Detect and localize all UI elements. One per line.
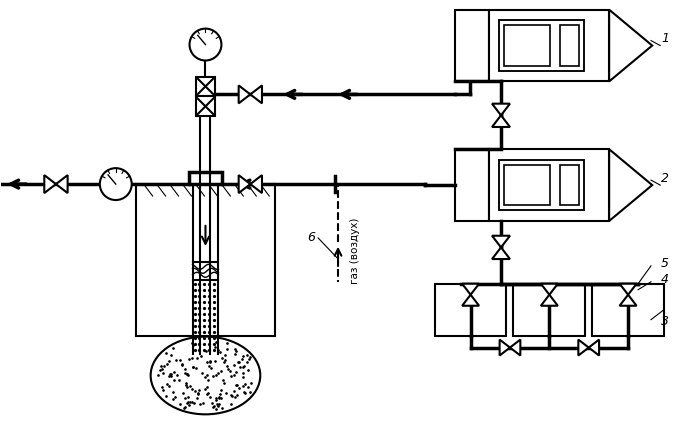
Polygon shape bbox=[238, 86, 250, 104]
Text: 6: 6 bbox=[307, 231, 315, 245]
Polygon shape bbox=[589, 340, 599, 356]
Polygon shape bbox=[578, 340, 589, 356]
Polygon shape bbox=[250, 86, 262, 104]
Polygon shape bbox=[44, 175, 56, 193]
Bar bbox=[435, 284, 507, 336]
Polygon shape bbox=[462, 295, 479, 306]
Text: 4: 4 bbox=[661, 273, 669, 286]
Polygon shape bbox=[238, 175, 250, 193]
Polygon shape bbox=[462, 284, 479, 295]
Polygon shape bbox=[510, 340, 520, 356]
Bar bbox=[454, 10, 489, 81]
Polygon shape bbox=[492, 104, 510, 115]
Bar bbox=[560, 26, 579, 66]
Polygon shape bbox=[250, 175, 262, 193]
Text: 1: 1 bbox=[661, 32, 669, 45]
Bar bbox=[196, 77, 215, 96]
Bar bbox=[499, 160, 584, 210]
Bar bbox=[196, 96, 215, 116]
Bar bbox=[592, 284, 664, 336]
Bar bbox=[454, 149, 489, 221]
Polygon shape bbox=[500, 340, 510, 356]
Polygon shape bbox=[609, 149, 652, 221]
Bar bbox=[560, 165, 579, 205]
Bar bbox=[503, 26, 550, 66]
Polygon shape bbox=[609, 10, 652, 81]
Polygon shape bbox=[492, 115, 510, 127]
Polygon shape bbox=[492, 236, 510, 248]
Bar bbox=[189, 172, 222, 184]
Bar bbox=[503, 165, 550, 205]
Polygon shape bbox=[492, 248, 510, 259]
Bar bbox=[489, 149, 609, 221]
Polygon shape bbox=[56, 175, 68, 193]
Circle shape bbox=[189, 29, 222, 60]
Text: 2: 2 bbox=[661, 172, 669, 184]
Polygon shape bbox=[541, 295, 558, 306]
Bar bbox=[499, 20, 584, 71]
Bar bbox=[514, 284, 585, 336]
Text: 5: 5 bbox=[661, 257, 669, 271]
Circle shape bbox=[100, 168, 131, 200]
Bar bbox=[489, 10, 609, 81]
Polygon shape bbox=[541, 284, 558, 295]
Text: 3: 3 bbox=[661, 315, 669, 328]
Polygon shape bbox=[619, 295, 637, 306]
Polygon shape bbox=[619, 284, 637, 295]
Text: газ (воздух): газ (воздух) bbox=[350, 217, 360, 284]
Ellipse shape bbox=[151, 337, 260, 414]
